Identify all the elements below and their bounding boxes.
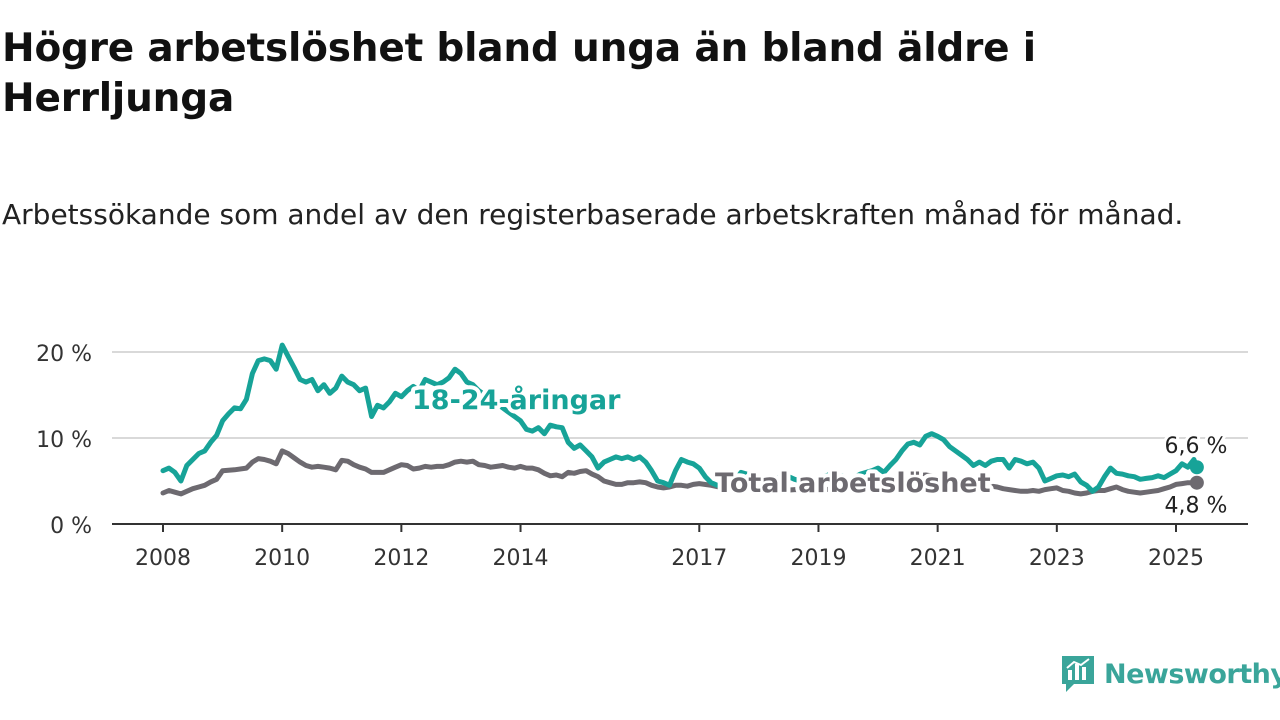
newsworthy-chart-icon	[1062, 656, 1094, 692]
end-marker-youth	[1189, 460, 1204, 475]
series-label-total: Total arbetslöshet	[715, 468, 991, 499]
end-markers: 6,6 % 4,8 %	[1162, 431, 1231, 521]
chart-subtitle: Arbetssökande som andel av den registerb…	[2, 198, 1184, 231]
series-line	[160, 342, 1200, 494]
series-labels: 18-24-åringar Total arbetslöshet	[408, 380, 995, 503]
series-line	[160, 448, 1200, 497]
x-tick-label: 2019	[790, 546, 846, 571]
end-value-total: 4,8 %	[1165, 494, 1228, 519]
series-label-youth: 18-24-åringar	[412, 384, 621, 416]
end-marker-total	[1189, 475, 1204, 490]
x-tick-label: 2021	[910, 546, 966, 571]
y-tick-label: 10 %	[36, 428, 92, 453]
x-tick-label: 2025	[1148, 546, 1204, 571]
x-tick-label: 2008	[135, 546, 191, 571]
x-tick-label: 2014	[493, 546, 549, 571]
line-chart: 0 % 10 % 20 % 2008 2010 2012 2014 2017 2019 2021…	[36, 342, 1248, 571]
x-tick-label: 2012	[373, 546, 429, 571]
grid-lines	[112, 351, 1248, 439]
x-axis-ticks: 2008 2010 2012 2014 2017 2019 2021 2023 2025	[135, 524, 1204, 571]
x-tick-label: 2010	[254, 546, 310, 571]
newsworthy-logo: Newsworthy	[1060, 652, 1280, 696]
x-tick-label: 2023	[1029, 546, 1085, 571]
y-tick-label: 0 %	[50, 514, 92, 539]
brand-name: Newsworthy	[1104, 658, 1280, 690]
series-lines	[160, 342, 1200, 497]
y-tick-label: 20 %	[36, 342, 92, 367]
y-axis-tick-labels: 0 % 10 % 20 %	[36, 342, 92, 539]
x-tick-label: 2017	[671, 546, 727, 571]
chart-title: Högre arbetslöshet bland unga än bland ä…	[2, 26, 1036, 121]
end-value-youth: 6,6 %	[1165, 434, 1228, 459]
